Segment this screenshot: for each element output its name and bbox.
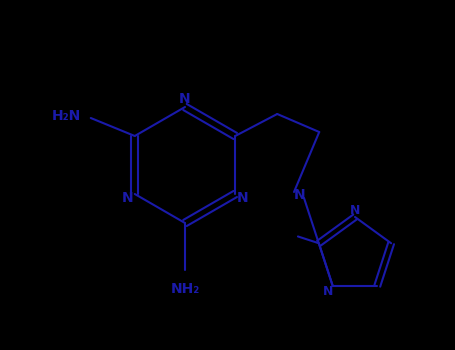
Text: N: N [350,203,360,217]
Text: N: N [179,92,191,106]
Text: NH₂: NH₂ [170,282,200,296]
Text: N: N [294,188,306,202]
Text: N: N [122,191,134,205]
Text: N: N [236,191,248,205]
Text: H₂N: H₂N [51,109,81,123]
Text: N: N [324,285,334,298]
